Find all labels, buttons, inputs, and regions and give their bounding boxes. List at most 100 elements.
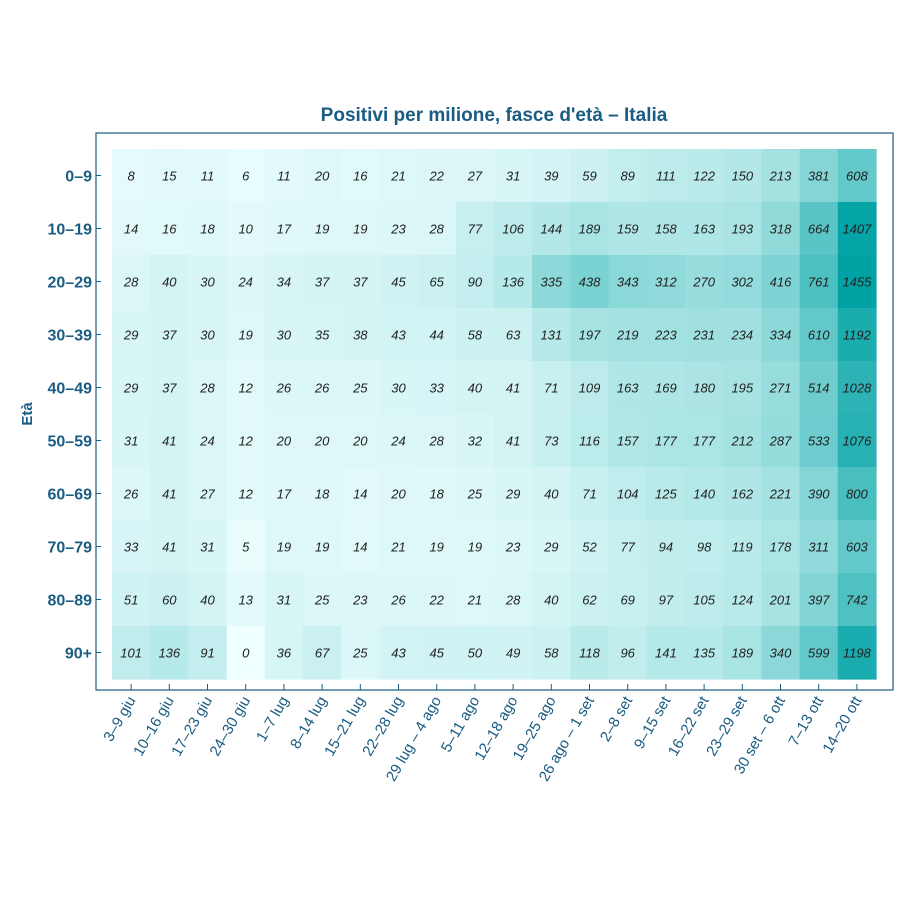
heatmap-cell — [494, 414, 533, 468]
cell-value-label: 29 — [123, 381, 138, 396]
heatmap-cell — [264, 626, 304, 680]
heatmap-cell — [532, 202, 571, 256]
heatmap-cell — [226, 573, 266, 627]
heatmap-cell — [761, 573, 801, 627]
cell-value-label: 21 — [390, 540, 405, 555]
cell-value-label: 28 — [428, 222, 444, 237]
cell-value-label: 163 — [617, 381, 639, 396]
cell-value-label: 271 — [769, 381, 792, 396]
heatmap-cell — [685, 520, 724, 574]
heatmap-cell — [837, 149, 877, 203]
heatmap-cell — [570, 414, 610, 468]
heatmap-cell — [837, 308, 877, 362]
cell-value-label: 219 — [616, 328, 639, 343]
cell-value-label: 36 — [277, 646, 292, 661]
cell-value-label: 33 — [429, 381, 444, 396]
heatmap-cell — [112, 573, 151, 627]
cell-value-label: 343 — [617, 275, 639, 290]
heatmap-cell — [685, 414, 724, 468]
cell-value-label: 71 — [582, 487, 596, 502]
heatmap-cell — [417, 361, 457, 415]
cell-value-label: 189 — [579, 222, 601, 237]
heatmap-cell — [532, 573, 571, 627]
cell-value-label: 29 — [123, 328, 138, 343]
cell-value-label: 14 — [353, 487, 367, 502]
heatmap-cell — [226, 255, 266, 309]
heatmap-cell — [341, 149, 380, 203]
heatmap-cell — [303, 149, 342, 203]
cell-value-label: 800 — [846, 487, 868, 502]
cell-value-label: 157 — [617, 434, 639, 449]
cell-value-label: 34 — [277, 275, 291, 290]
cell-value-label: 20 — [314, 169, 330, 184]
cell-value-label: 32 — [468, 434, 483, 449]
cell-value-label: 169 — [655, 381, 677, 396]
plot-frame — [95, 132, 894, 691]
cell-value-label: 11 — [277, 169, 291, 184]
heatmap-cell — [379, 202, 419, 256]
heatmap-cell — [188, 414, 228, 468]
heatmap-cell — [264, 361, 304, 415]
heatmap-cell — [264, 255, 304, 309]
cell-value-label: 63 — [506, 328, 521, 343]
cell-value-label: 77 — [620, 540, 635, 555]
cell-value-label: 26 — [276, 381, 292, 396]
heatmap-cell — [264, 149, 304, 203]
cell-value-label: 31 — [200, 540, 214, 555]
heatmap-cell — [837, 626, 877, 680]
heatmap-cell — [341, 467, 380, 521]
cell-value-label: 19 — [315, 222, 329, 237]
heatmap-cell — [799, 308, 839, 362]
cell-value-label: 1455 — [842, 275, 872, 290]
heatmap-cell — [494, 202, 533, 256]
heatmap-cell — [685, 361, 724, 415]
heatmap-cell — [723, 361, 762, 415]
cell-value-label: 38 — [353, 328, 368, 343]
cell-value-label: 65 — [429, 275, 444, 290]
heatmap-cell — [723, 255, 762, 309]
cell-value-label: 124 — [731, 593, 753, 608]
heatmap-cell — [417, 149, 457, 203]
heatmap-cell — [799, 467, 839, 521]
cell-value-label: 27 — [199, 487, 215, 502]
cell-value-label: 45 — [391, 275, 406, 290]
column-label: 2–8 set — [597, 693, 637, 745]
cell-value-label: 37 — [162, 381, 177, 396]
heatmap-cell — [417, 573, 457, 627]
cells-layer — [112, 149, 877, 680]
heatmap-cell — [226, 361, 266, 415]
cell-value-label: 11 — [201, 169, 215, 184]
heatmap-cell — [417, 202, 457, 256]
cell-value-label: 610 — [808, 328, 830, 343]
heatmap-cell — [417, 520, 457, 574]
heatmap-cell — [112, 308, 151, 362]
cell-value-label: 33 — [124, 540, 139, 555]
heatmap-cell — [188, 361, 228, 415]
cell-value-label: 150 — [731, 169, 753, 184]
heatmap-cell — [455, 202, 495, 256]
cell-value-label: 116 — [579, 434, 600, 449]
cell-value-label: 39 — [544, 169, 558, 184]
heatmap-cell — [570, 520, 610, 574]
row-label: 20–29 — [48, 275, 93, 292]
heatmap-cell — [570, 467, 610, 521]
cell-value-label: 71 — [544, 381, 558, 396]
heatmap-cell — [761, 414, 801, 468]
heatmap-cell — [188, 255, 228, 309]
cell-value-label: 381 — [808, 169, 830, 184]
cell-value-label: 37 — [353, 275, 368, 290]
cell-value-label: 234 — [730, 328, 753, 343]
cell-value-label: 514 — [808, 381, 830, 396]
heatmap-cell — [264, 573, 304, 627]
heatmap-cell — [188, 573, 228, 627]
cell-value-label: 180 — [693, 381, 715, 396]
row-label: 80–89 — [48, 593, 93, 610]
cell-value-label: 761 — [808, 275, 830, 290]
heatmap-cell — [379, 361, 419, 415]
heatmap-cell — [608, 573, 648, 627]
cell-value-label: 19 — [429, 540, 443, 555]
cell-value-label: 40 — [468, 381, 483, 396]
heatmap-cell — [112, 467, 151, 521]
cell-value-label: 438 — [579, 275, 601, 290]
heatmap-cell — [799, 361, 839, 415]
